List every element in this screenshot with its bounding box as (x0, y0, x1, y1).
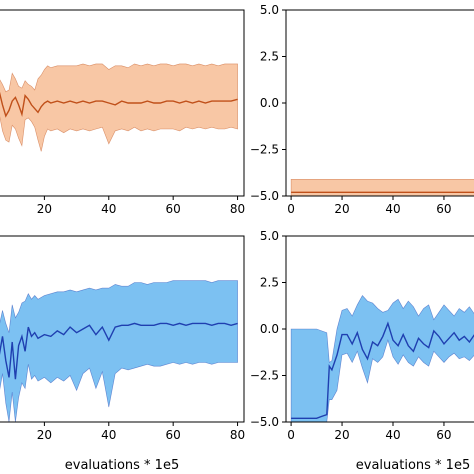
x-tick-label: 60 (166, 202, 181, 216)
plot-area (290, 294, 474, 422)
x-tick-label: 60 (436, 202, 451, 216)
confidence-band (0, 63, 238, 152)
x-tick-label: 40 (385, 202, 400, 216)
axes-frame (0, 9, 245, 197)
plot-area (0, 63, 238, 152)
x-tick-label: 20 (37, 428, 52, 442)
y-tick-label: −5.0 (250, 189, 279, 203)
y-tick-label: −2.5 (250, 143, 279, 157)
x-axis-label: evaluations * 1e5 (356, 458, 470, 473)
x-tick-label: 20 (37, 202, 52, 216)
x-tick-label: 20 (334, 202, 349, 216)
x-tick-label: 0 (287, 428, 295, 442)
y-tick-label: 5.0 (260, 3, 279, 17)
x-tick-label: 0 (287, 202, 295, 216)
y-tick-label: 0.0 (260, 96, 279, 110)
y-tick-label: 2.5 (260, 276, 279, 290)
y-tick-label: −2.5 (250, 369, 279, 383)
x-axis-label: evaluations * 1e5 (65, 458, 179, 473)
y-tick-label: −5.0 (250, 415, 279, 429)
y-tick-label: 0.0 (260, 322, 279, 336)
confidence-band (0, 280, 238, 422)
x-tick-label: 20 (334, 428, 349, 442)
plot-area (0, 280, 238, 422)
x-tick-label: 40 (101, 428, 116, 442)
confidence-band (290, 179, 474, 196)
x-tick-label: 60 (166, 428, 181, 442)
confidence-band (290, 294, 474, 422)
axes-frame (285, 9, 474, 197)
plot-area (290, 179, 474, 196)
panel-bottom-right: 0 20 40 60 5.0 2.5 0.0 −2.5 −5.0 evaluations * 1e… (250, 229, 474, 473)
mean-line (291, 321, 474, 419)
y-tick-label: 5.0 (260, 229, 279, 243)
x-tick-label: 40 (101, 202, 116, 216)
panel-top-right: 0 20 40 60 5.0 2.5 0.0 −2.5 −5.0 (250, 3, 474, 216)
axes-frame (0, 235, 245, 423)
mean-line (0, 322, 238, 380)
x-tick-label: 80 (230, 428, 245, 442)
mean-line (0, 91, 238, 118)
x-tick-label: 80 (230, 202, 245, 216)
x-tick-label: 60 (436, 428, 451, 442)
x-tick-label: 40 (385, 428, 400, 442)
y-tick-label: 2.5 (260, 50, 279, 64)
